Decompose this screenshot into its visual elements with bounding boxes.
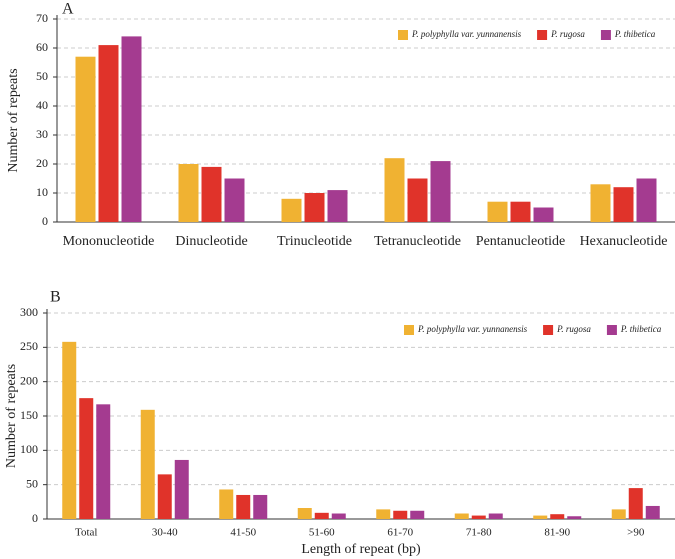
y-tick-label: 0: [42, 214, 48, 228]
legend-label: P. thibetica: [620, 324, 662, 334]
bar: [253, 494, 268, 519]
y-tick-label: 250: [20, 339, 38, 353]
x-tick-label: 61-70: [387, 527, 413, 539]
bar: [636, 178, 657, 222]
bar: [611, 509, 626, 519]
y-tick-label: 20: [36, 156, 48, 170]
bar: [297, 508, 312, 519]
bar: [613, 187, 634, 222]
bar: [410, 510, 425, 519]
x-tick-label: 30-40: [152, 527, 178, 539]
bar: [236, 494, 251, 519]
x-tick-label: 41-50: [230, 527, 256, 539]
bar: [510, 201, 531, 222]
bar: [471, 515, 486, 519]
bar: [376, 509, 391, 519]
bar: [174, 459, 189, 519]
y-tick-label: 200: [20, 373, 38, 387]
y-tick-label: 150: [20, 408, 38, 422]
bar: [550, 514, 565, 519]
y-tick-label: 0: [32, 511, 38, 525]
bar: [533, 515, 548, 519]
y-tick-label: 70: [36, 11, 48, 25]
bar: [628, 488, 643, 519]
bar: [327, 190, 348, 222]
bar: [393, 510, 408, 519]
bar: [140, 409, 155, 519]
legend-label: P. thibetica: [614, 29, 656, 39]
bar: [487, 201, 508, 222]
bar: [75, 56, 96, 223]
bar: [178, 164, 199, 222]
legend-swatch: [404, 325, 414, 335]
bar: [430, 161, 451, 222]
bar: [98, 45, 119, 222]
y-tick-label: 50: [26, 476, 38, 490]
legend-swatch: [398, 30, 408, 40]
bar: [488, 513, 503, 519]
y-tick-label: 10: [36, 185, 48, 199]
x-tick-label: 71-80: [466, 527, 492, 539]
panel-label: A: [62, 1, 74, 18]
x-tick-label: >90: [627, 527, 645, 539]
bar: [314, 512, 329, 519]
y-tick-label: 100: [20, 442, 38, 456]
bar: [533, 207, 554, 222]
x-tick-label: 51-60: [309, 527, 335, 539]
y-axis-title: Number of repeats: [6, 68, 21, 172]
x-axis-title: Length of repeat (bp): [301, 542, 421, 557]
legend-swatch: [537, 30, 548, 40]
legend-swatch: [600, 30, 611, 40]
bar: [281, 198, 302, 222]
x-tick-label: Mononucleotide: [63, 234, 155, 249]
x-tick-label: Tetranucleotide: [374, 234, 461, 249]
legend-label: P. rugosa: [556, 324, 591, 334]
y-tick-label: 60: [36, 40, 48, 54]
y-tick-label: 300: [20, 305, 38, 319]
bar: [567, 516, 582, 519]
y-tick-label: 40: [36, 98, 48, 112]
bar: [79, 398, 94, 519]
bar: [121, 36, 142, 223]
bar: [590, 184, 611, 222]
legend-swatch: [606, 325, 617, 335]
x-tick-label: Pentanucleotide: [476, 234, 565, 249]
legend-label: P. polyphylla var. yunnanensis: [417, 324, 528, 334]
bar: [201, 166, 222, 222]
legend-label: P. rugosa: [550, 29, 585, 39]
bar: [304, 193, 325, 222]
x-tick-label: Dinucleotide: [175, 234, 247, 249]
x-tick-label: Trinucleotide: [277, 234, 352, 249]
bar: [224, 178, 245, 222]
bar: [157, 474, 172, 519]
legend-label: P. polyphylla var. yunnanensis: [411, 29, 522, 39]
bar: [407, 178, 428, 222]
x-tick-label: Total: [75, 527, 97, 539]
bar: [454, 513, 469, 519]
bar: [384, 158, 405, 222]
bar: [331, 513, 346, 519]
bar: [219, 489, 234, 519]
bar: [645, 505, 660, 519]
y-tick-label: 50: [36, 69, 48, 83]
bar: [96, 404, 111, 519]
y-tick-label: 30: [36, 127, 48, 141]
x-tick-label: 81-90: [544, 527, 570, 539]
panel-label: B: [50, 289, 61, 306]
bar: [62, 341, 77, 519]
x-tick-label: Hexanucleotide: [580, 234, 668, 249]
y-axis-title: Number of repeats: [4, 364, 19, 468]
legend-swatch: [543, 325, 554, 335]
